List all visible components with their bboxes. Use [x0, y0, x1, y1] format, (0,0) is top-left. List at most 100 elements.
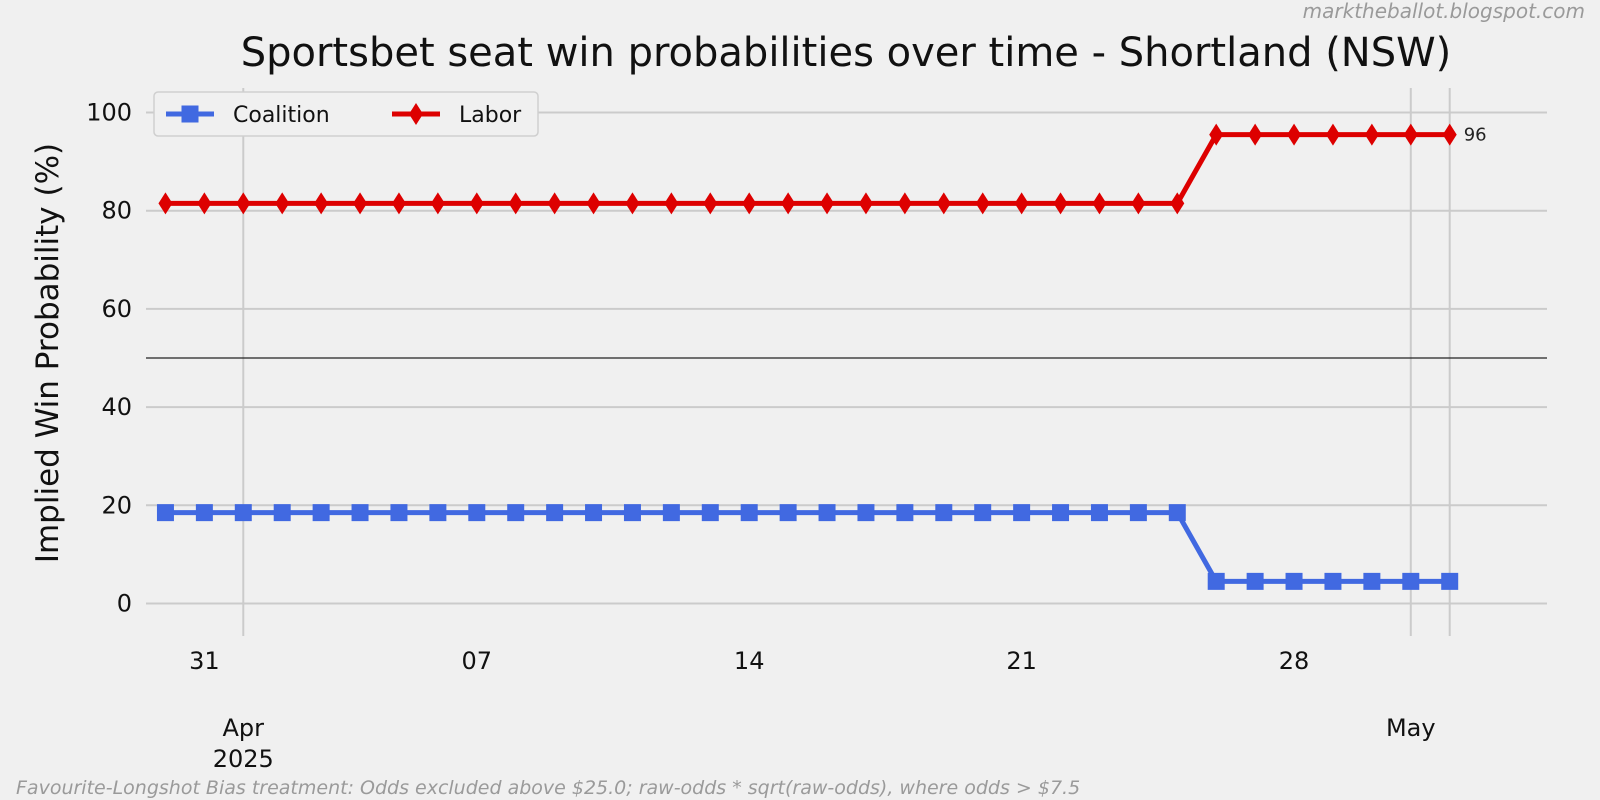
- data-point-labor: [1325, 123, 1340, 146]
- y-tick-label: 100: [86, 99, 132, 127]
- data-point-labor: [1403, 123, 1418, 146]
- legend: Coalition Labor: [153, 91, 539, 137]
- data-point-coalition: [623, 504, 641, 522]
- data-point-labor: [664, 192, 679, 215]
- data-point-labor: [236, 192, 251, 215]
- data-point-labor: [391, 192, 406, 215]
- data-point-labor: [975, 192, 990, 215]
- data-point-coalition: [312, 504, 330, 522]
- legend-marker-coalition: [181, 105, 199, 123]
- x-major-tick-label: Apr 2025: [213, 714, 274, 773]
- data-point-coalition: [740, 504, 758, 522]
- data-point-labor: [314, 192, 329, 215]
- x-tick-label: 31: [189, 647, 220, 675]
- grid: [146, 88, 1547, 636]
- x-tick-label: 07: [462, 647, 493, 675]
- data-point-coalition: [546, 504, 564, 522]
- series-labor: 96: [158, 123, 1487, 215]
- y-tick-label: 40: [101, 393, 132, 421]
- series-line-coalition: [165, 510, 1450, 584]
- data-point-labor: [1287, 123, 1302, 146]
- data-point-labor: [1442, 123, 1457, 146]
- data-point-coalition: [1129, 504, 1147, 522]
- series-coalition: [156, 504, 1459, 590]
- data-point-labor: [353, 192, 368, 215]
- data-point-coalition: [1285, 572, 1303, 590]
- data-point-coalition: [390, 504, 408, 522]
- end-value-label: 96: [1464, 125, 1487, 146]
- data-point-labor: [430, 192, 445, 215]
- data-point-coalition: [1402, 572, 1420, 590]
- data-point-labor: [1053, 192, 1068, 215]
- x-tick-label: 14: [734, 647, 765, 675]
- data-point-labor: [1014, 192, 1029, 215]
- x-major-tick-label: May: [1386, 714, 1436, 742]
- legend-box: [153, 91, 539, 137]
- data-point-coalition: [1168, 504, 1186, 522]
- data-point-labor: [275, 192, 290, 215]
- series-group: 96: [156, 123, 1487, 590]
- data-point-labor: [469, 192, 484, 215]
- data-point-coalition: [662, 504, 680, 522]
- y-ticks: 0 20 40 60 80 100: [86, 99, 132, 618]
- data-point-coalition: [507, 504, 525, 522]
- data-point-coalition: [896, 504, 914, 522]
- data-point-coalition: [234, 504, 252, 522]
- data-point-coalition: [1363, 572, 1381, 590]
- data-point-coalition: [468, 504, 486, 522]
- series-line-labor: [165, 132, 1450, 206]
- data-point-labor: [625, 192, 640, 215]
- x-tick-label: 28: [1279, 647, 1310, 675]
- data-point-coalition: [974, 504, 992, 522]
- data-point-coalition: [1441, 572, 1459, 590]
- data-point-labor: [1131, 192, 1146, 215]
- data-point-coalition: [1052, 504, 1070, 522]
- data-point-coalition: [156, 504, 174, 522]
- data-point-coalition: [585, 504, 603, 522]
- data-point-coalition: [429, 504, 447, 522]
- x-ticks: 31 07 14 21 28 Apr 2025 May: [189, 647, 1436, 773]
- attribution: marktheballot.blogspot.com: [1303, 0, 1585, 23]
- data-point-labor: [742, 192, 757, 215]
- data-point-coalition: [818, 504, 836, 522]
- data-point-coalition: [1324, 572, 1342, 590]
- data-point-labor: [1092, 192, 1107, 215]
- data-point-labor: [858, 192, 873, 215]
- legend-label-labor: Labor: [459, 103, 522, 128]
- y-tick-label: 60: [101, 295, 132, 323]
- data-point-coalition: [857, 504, 875, 522]
- data-point-labor: [586, 192, 601, 215]
- data-point-labor: [820, 192, 835, 215]
- data-point-labor: [936, 192, 951, 215]
- legend-marker-labor: [409, 103, 423, 125]
- y-tick-label: 0: [117, 589, 132, 617]
- data-point-coalition: [1090, 504, 1108, 522]
- chart-title: Sportsbet seat win probabilities over ti…: [241, 30, 1452, 76]
- data-point-labor: [1209, 123, 1224, 146]
- data-point-labor: [547, 192, 562, 215]
- y-axis-label: Implied Win Probability (%): [30, 143, 66, 563]
- data-point-coalition: [273, 504, 291, 522]
- data-point-coalition: [195, 504, 213, 522]
- data-point-labor: [158, 192, 173, 215]
- data-point-labor: [1248, 123, 1263, 146]
- x-tick-label: 21: [1006, 647, 1037, 675]
- data-point-labor: [1170, 192, 1185, 215]
- data-point-labor: [897, 192, 912, 215]
- y-tick-label: 20: [101, 491, 132, 519]
- data-point-coalition: [779, 504, 797, 522]
- data-point-labor: [197, 192, 212, 215]
- data-point-labor: [508, 192, 523, 215]
- legend-label-coalition: Coalition: [233, 103, 330, 128]
- data-point-labor: [703, 192, 718, 215]
- data-point-coalition: [935, 504, 953, 522]
- data-point-coalition: [1207, 572, 1225, 590]
- footnote: Favourite-Longshot Bias treatment: Odds …: [16, 777, 1080, 799]
- data-point-labor: [781, 192, 796, 215]
- data-point-coalition: [1246, 572, 1264, 590]
- y-tick-label: 80: [101, 197, 132, 225]
- data-point-coalition: [701, 504, 719, 522]
- data-point-coalition: [351, 504, 369, 522]
- data-point-coalition: [1013, 504, 1031, 522]
